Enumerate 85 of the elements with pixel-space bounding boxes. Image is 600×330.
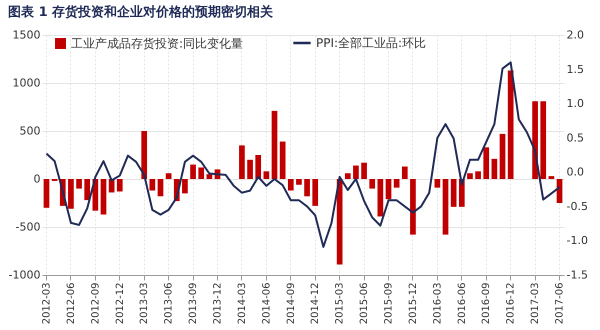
x-tick-label: 2014-12 <box>310 282 322 324</box>
y-tick-label: 1500 <box>12 28 40 42</box>
x-tick-label: 2014-06 <box>261 282 272 324</box>
legend-label: 工业产成品存货投资:同比变化量 <box>71 36 244 50</box>
bar <box>141 131 148 179</box>
bar <box>475 171 481 179</box>
bar <box>450 179 457 207</box>
bar <box>336 179 342 264</box>
bar <box>272 110 278 179</box>
y2-tick-label: 1.5 <box>566 62 584 76</box>
bar <box>206 174 212 179</box>
bar <box>158 179 164 196</box>
bar <box>116 179 123 192</box>
bar <box>410 179 416 235</box>
bar <box>353 166 359 179</box>
bar <box>369 179 376 189</box>
bar <box>166 173 172 179</box>
y2-tick-label: -1.5 <box>566 268 588 282</box>
y-tick-label: 500 <box>20 124 40 138</box>
x-tick-label: 2012-12 <box>114 282 126 324</box>
bar <box>402 166 408 179</box>
bar <box>280 142 286 179</box>
bar <box>508 70 514 179</box>
x-tick-label: 2015-12 <box>408 282 419 324</box>
x-tick-label: 2015-03 <box>334 282 346 324</box>
bar <box>304 179 310 196</box>
bar <box>442 179 448 235</box>
bar <box>264 171 270 179</box>
x-tick-label: 2016-06 <box>456 282 468 324</box>
bar <box>198 167 204 179</box>
x-tick-label: 2015-06 <box>359 282 370 324</box>
bar <box>84 179 90 200</box>
bar <box>500 134 506 179</box>
x-tick-label: 2016-03 <box>432 282 444 324</box>
bar <box>361 162 367 179</box>
bar <box>344 173 351 179</box>
x-tick-label: 2013-06 <box>164 282 175 324</box>
x-tick-label: 2014-09 <box>286 282 297 324</box>
y-tick-label: -500 <box>16 220 40 234</box>
y2-tick-label: -0.5 <box>566 200 588 213</box>
bar <box>296 179 302 185</box>
y2-tick-label: 2.0 <box>566 28 584 42</box>
chart-title: 图表 1 存货投资和企业对价格的预期密切相关 <box>8 4 274 20</box>
bar <box>556 179 562 203</box>
y2-tick-label: 0.5 <box>566 131 584 144</box>
bar <box>100 179 106 215</box>
bar <box>44 179 50 208</box>
bar <box>182 179 188 194</box>
x-tick-label: 2016-09 <box>481 282 492 324</box>
line-series <box>45 61 561 248</box>
bar <box>540 101 546 179</box>
bar <box>394 179 400 188</box>
bar <box>239 145 245 179</box>
bar <box>288 179 294 191</box>
bar <box>68 179 74 209</box>
bar <box>312 179 318 206</box>
x-tick-label: 2013-03 <box>139 282 150 324</box>
bar <box>190 164 196 179</box>
x-tick-label: 2014-03 <box>236 282 248 324</box>
bar <box>467 173 473 179</box>
bar <box>548 176 554 179</box>
x-tick-label: 2012-03 <box>41 282 52 324</box>
y2-tick-label: 1.0 <box>566 97 584 110</box>
y2-tick-label: 0.0 <box>566 166 584 179</box>
x-tick-label: 2017-03 <box>530 282 542 324</box>
x-tick-label: 2013-12 <box>212 282 224 324</box>
x-tick-label: 2015-09 <box>384 282 395 324</box>
x-tick-label: 2013-09 <box>188 282 200 324</box>
y2-tick-label: -1.0 <box>566 234 588 248</box>
x-tick-label: 2017-06 <box>554 282 566 324</box>
x-tick-label: 2016-12 <box>506 282 517 324</box>
x-tick-label: 2012-09 <box>90 282 102 324</box>
bar <box>149 179 156 191</box>
bar <box>386 179 392 200</box>
legend-label: PPI:全部工业品:环比 <box>316 36 426 50</box>
bar <box>378 179 384 216</box>
y-tick-label: 0 <box>34 172 40 186</box>
y-tick-label: 1000 <box>12 76 40 90</box>
bar <box>76 179 82 189</box>
bar <box>492 158 498 179</box>
bar <box>483 147 490 179</box>
x-tick-label: 2012-06 <box>66 282 77 324</box>
y-tick-label: -1000 <box>8 268 40 282</box>
bar <box>434 179 440 188</box>
bar <box>247 160 253 179</box>
